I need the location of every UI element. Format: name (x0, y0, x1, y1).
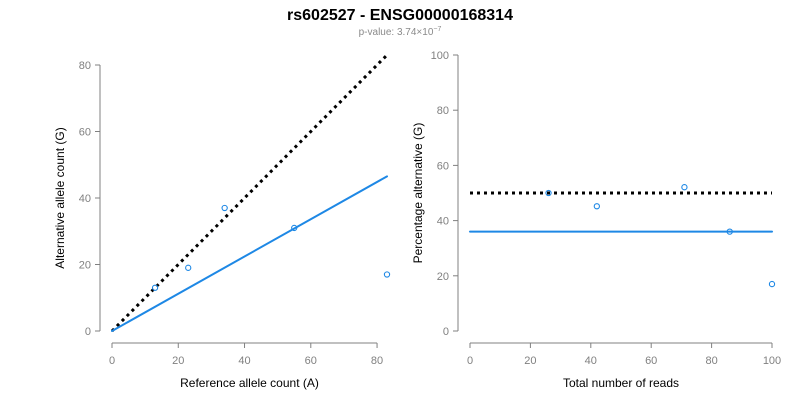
data-point (383, 271, 391, 278)
null-expectation-line (110, 53, 389, 333)
data-point (726, 228, 733, 235)
data-point (291, 224, 298, 232)
x-tick-label: 60 (305, 355, 317, 367)
plots: 0 20 40 60 80 0 20 40 60 80 Reference allele count… (53, 50, 781, 390)
y-tick-label: 0 (85, 326, 91, 338)
y-tick-label: 100 (431, 50, 449, 62)
p-value-label: p-value: 3.74×10−7 (359, 26, 442, 38)
x-tick-label: 40 (585, 355, 597, 367)
data-point (681, 184, 688, 191)
y-tick-label: 20 (79, 260, 91, 272)
data-point (185, 264, 192, 271)
data-point (768, 280, 776, 288)
p-value-text: p-value: 3.74×10 (359, 27, 434, 38)
y-tick-label: 80 (79, 60, 91, 72)
plot-panel-1: 0 20 40 60 80 0 20 40 60 80 Reference allele count… (53, 53, 391, 390)
y-axis-title: Percentage alternative (G) (411, 123, 425, 264)
y-tick-label: 20 (437, 271, 449, 283)
x-tick-label: 20 (524, 355, 536, 367)
data-point (593, 203, 600, 210)
x-tick-label: 20 (172, 355, 184, 367)
x-tick-label: 100 (763, 355, 781, 367)
x-tick-label: 80 (705, 355, 717, 367)
y-axis-title: Alternative allele count (G) (53, 127, 67, 268)
x-tick-label: 0 (467, 355, 473, 367)
x-tick-label: 40 (238, 355, 250, 367)
x-axis-title: Total number of reads (563, 376, 679, 390)
data-point (221, 204, 228, 212)
y-tick-label: 80 (437, 105, 449, 117)
figure-title: rs602527 - ENSG00000168314 (287, 7, 513, 24)
data-point (545, 189, 552, 197)
x-tick-label: 60 (645, 355, 657, 367)
x-tick-label: 0 (109, 355, 115, 367)
x-tick-label: 80 (371, 355, 383, 367)
data-point (151, 284, 159, 291)
y-tick-label: 40 (79, 193, 91, 205)
p-value-exponent: −7 (433, 26, 441, 33)
y-tick-label: 0 (443, 326, 449, 338)
fitted-line (111, 175, 388, 332)
x-axis-title: Reference allele count (A) (180, 376, 319, 390)
y-tick-label: 60 (437, 160, 449, 172)
y-tick-label: 40 (437, 216, 449, 228)
y-tick-label: 60 (79, 127, 91, 139)
plot-panel-2: 0 20 40 60 80 100 0 20 40 60 80 100 Total number of … (411, 50, 781, 390)
